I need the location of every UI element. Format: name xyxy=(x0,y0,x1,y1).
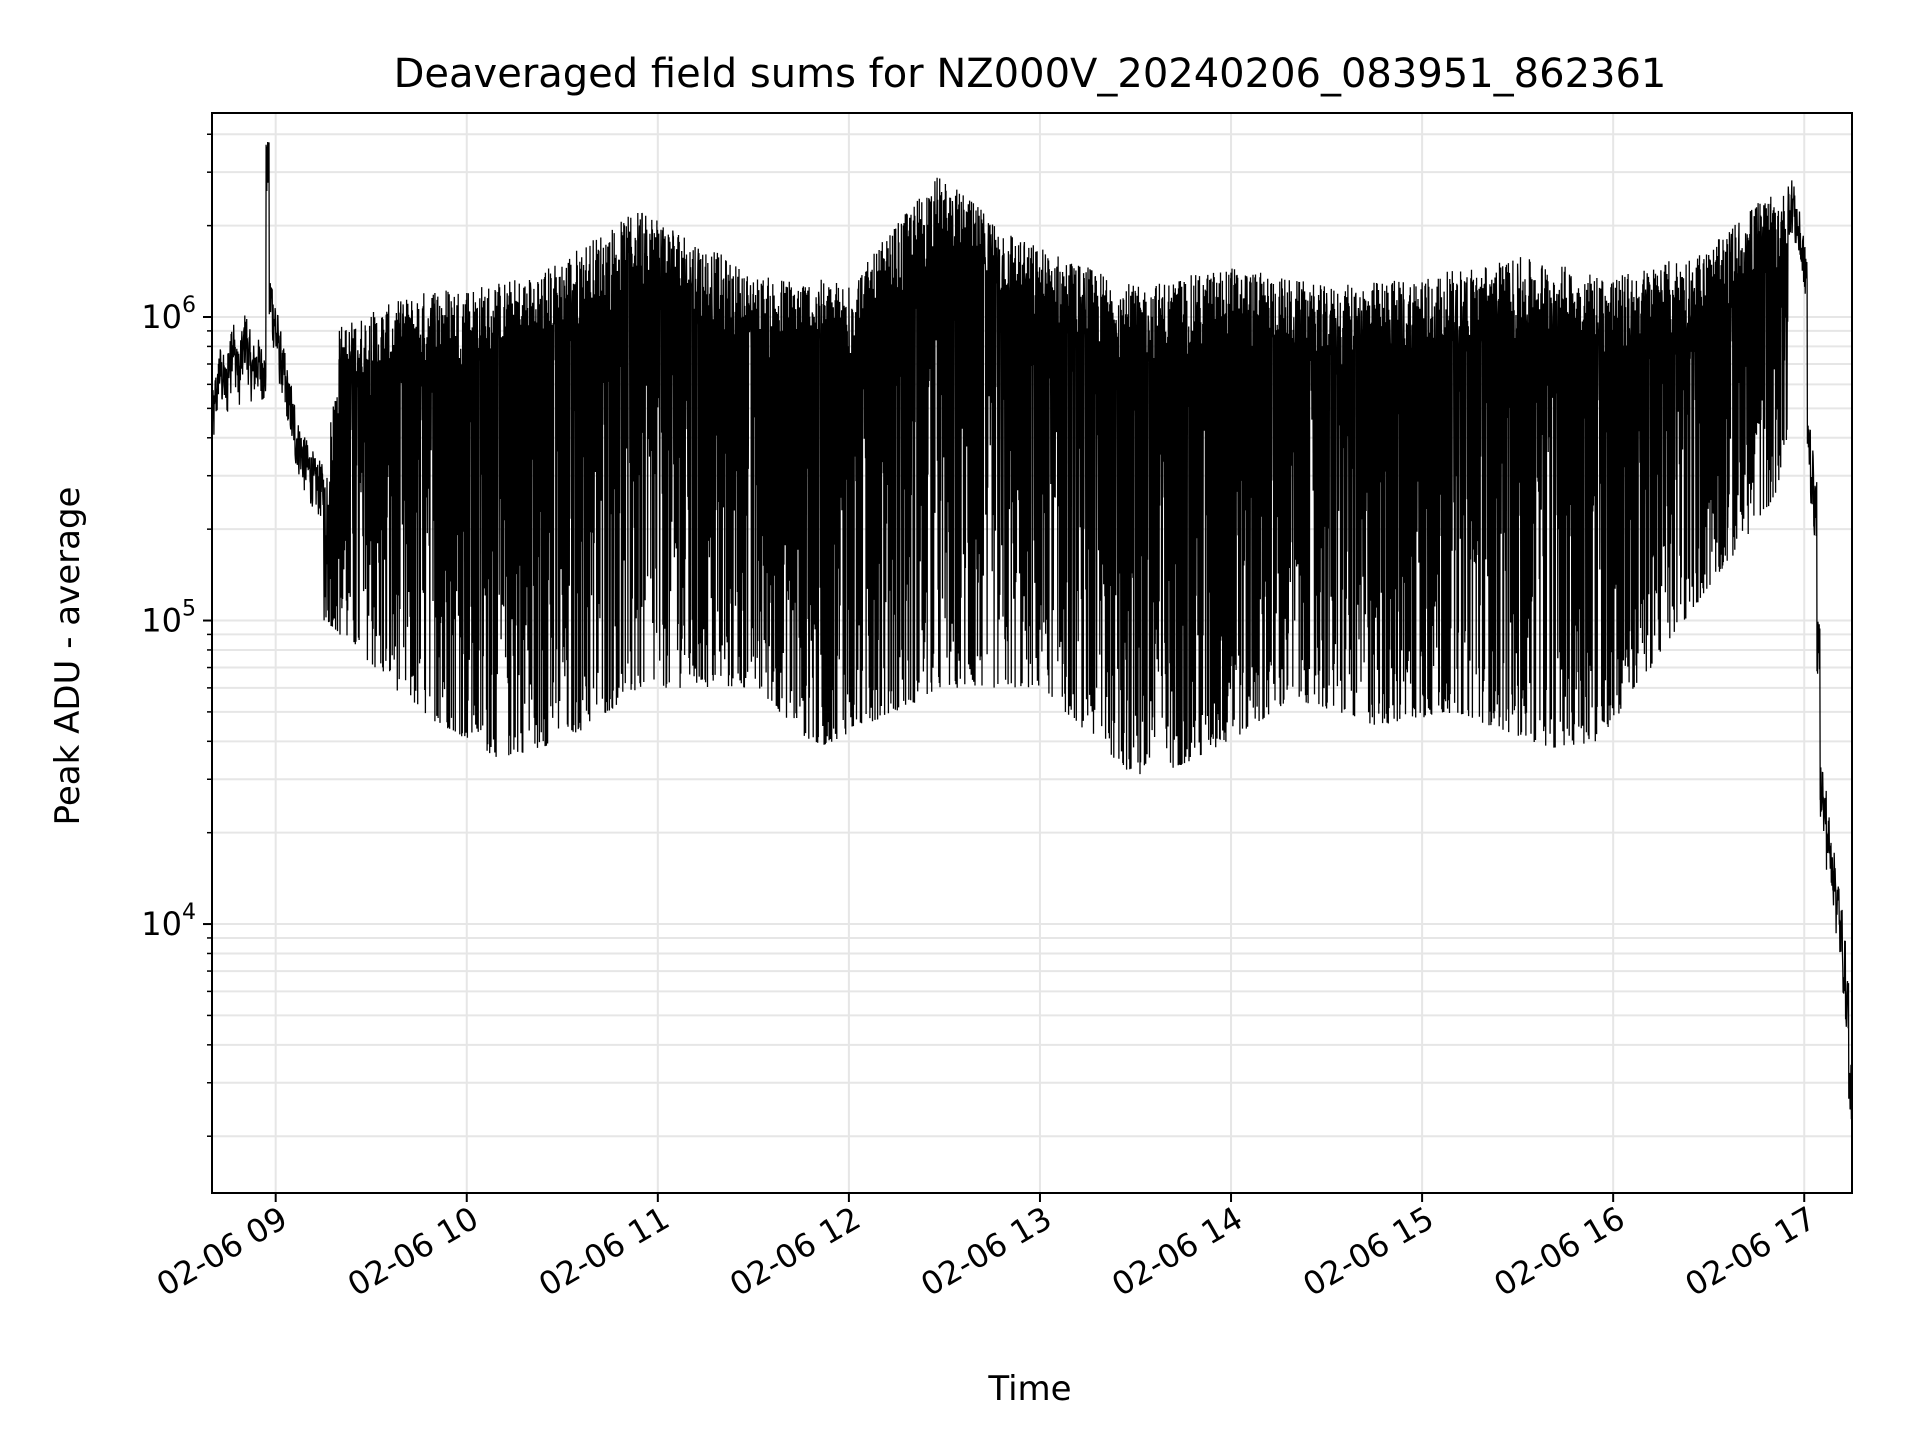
y-tick-label: 105 xyxy=(141,597,196,640)
series-line xyxy=(212,141,1852,1175)
chart-title: Deaveraged field sums for NZ000V_2024020… xyxy=(394,51,1667,97)
axes-frame xyxy=(211,112,1853,1194)
x-axis-label: Time xyxy=(987,1369,1071,1409)
y-axis-label: Peak ADU - average xyxy=(48,487,88,826)
y-tick-label: 106 xyxy=(141,293,196,336)
y-tick-label: 104 xyxy=(141,900,196,943)
